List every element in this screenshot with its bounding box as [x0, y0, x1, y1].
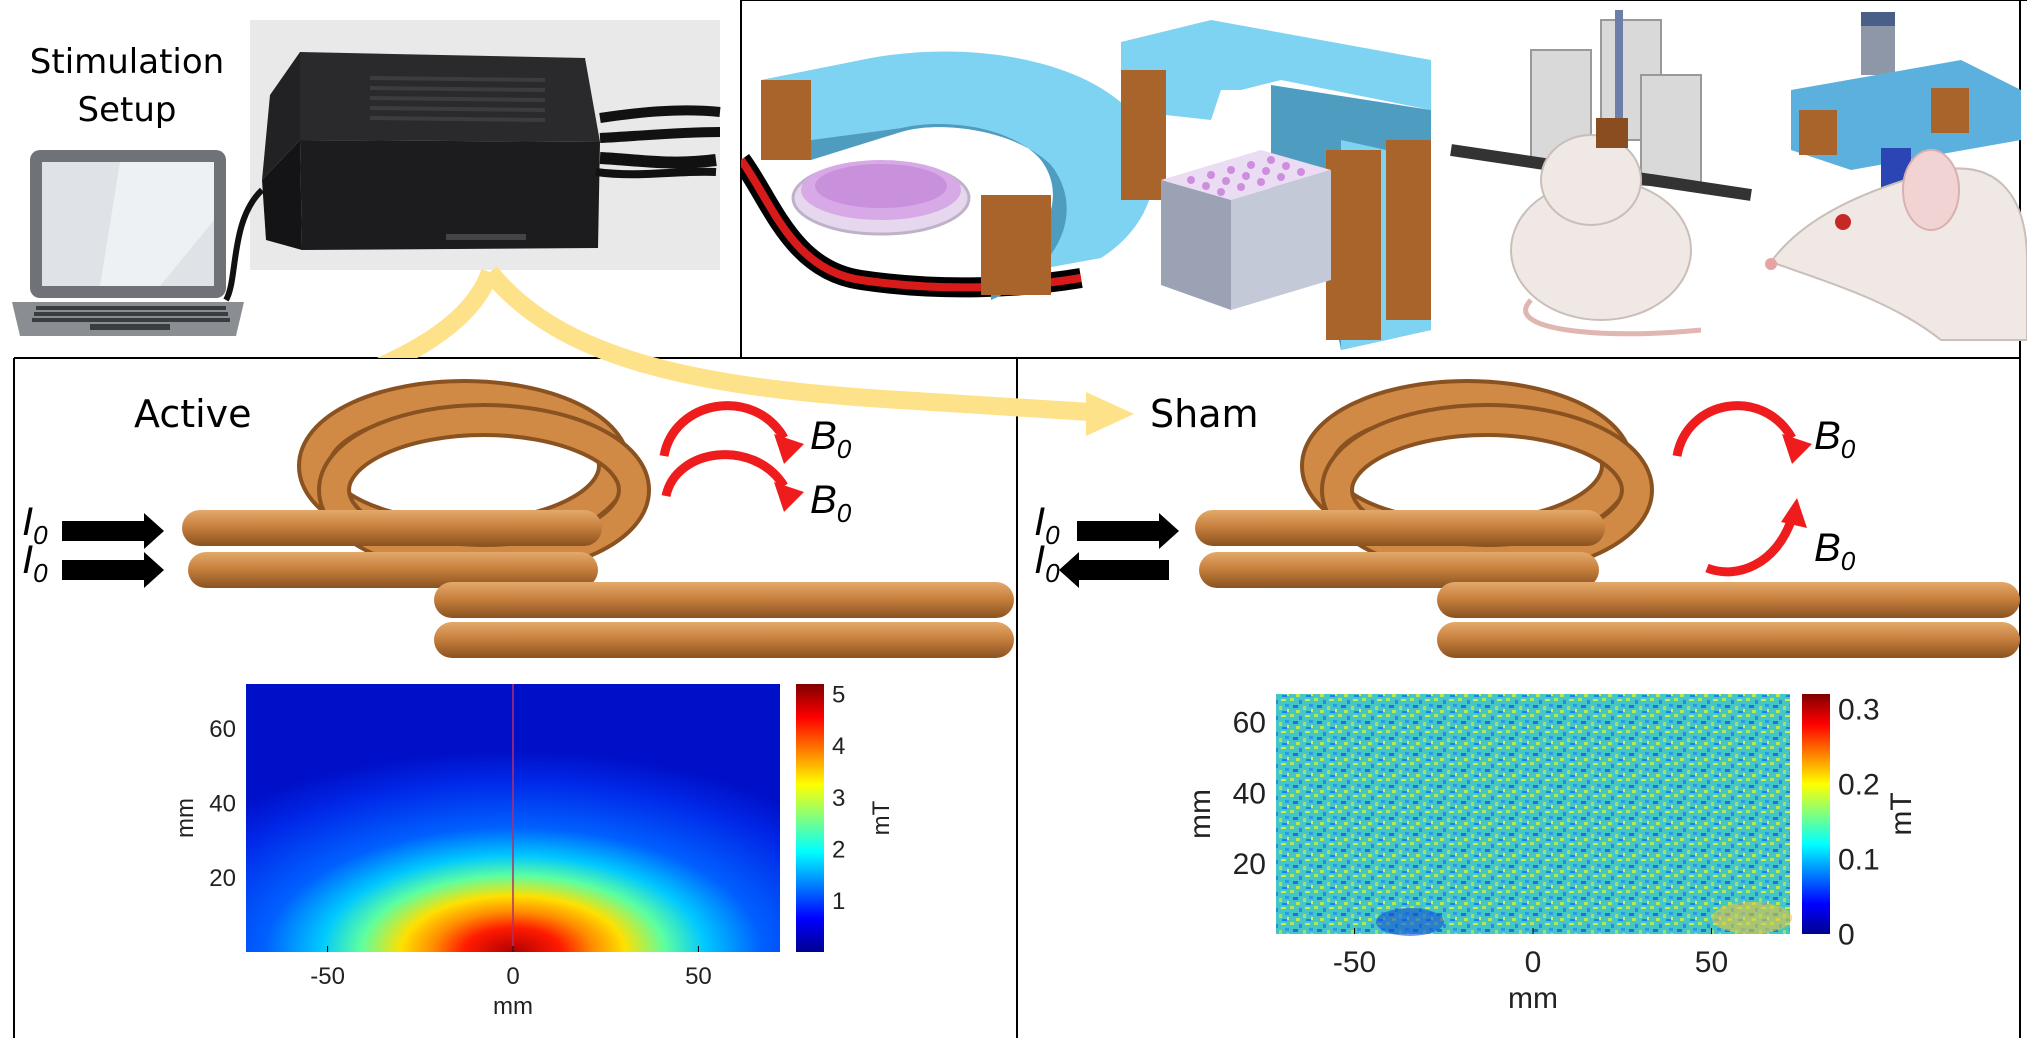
active-colorbar-tick: 1 [832, 888, 845, 915]
sham-coil-diagram [1059, 379, 2020, 658]
active-field-heatmap: -50 0 50 20 40 60 mm mm 1 2 3 4 5 mT [172, 682, 895, 1020]
active-colorbar [796, 684, 824, 952]
active-xtick-label: 50 [685, 963, 712, 990]
active-field-arrows [659, 401, 788, 498]
sham-current-label-1: I0 [1034, 500, 1060, 550]
sham-current-arrows [1059, 513, 1179, 588]
active-field-label-2: B0 [810, 478, 852, 528]
sham-xtick-label: 50 [1695, 946, 1728, 979]
active-label: Active [134, 392, 252, 436]
sham-ytick-label: 40 [1233, 777, 1266, 810]
sham-ytick-label: 60 [1233, 707, 1266, 740]
rat-head-coil-icon [1765, 12, 2027, 341]
rat-stereotaxic-icon [1450, 10, 1752, 337]
active-wire-1 [182, 510, 602, 546]
sham-colorbar-label: mT [1885, 792, 1918, 835]
active-ylabel: mm [172, 798, 199, 838]
active-ytick-label: 60 [209, 716, 236, 743]
sham-wire-2 [1199, 552, 1599, 588]
application-illustrations [741, 10, 2027, 350]
active-current-arrows [62, 513, 164, 588]
active-current-label-2: I0 [22, 538, 48, 588]
sham-colorbar-tick: 0.1 [1838, 844, 1880, 877]
laptop-icon [12, 150, 244, 336]
active-xtick-label: 0 [506, 963, 519, 990]
sham-ytick-label: 20 [1233, 848, 1266, 881]
active-wire-2 [188, 552, 598, 588]
setup-title-line1: Stimulation [29, 42, 225, 82]
active-colorbar-tick: 4 [832, 733, 845, 760]
active-ytick-label: 20 [209, 865, 236, 892]
well-plate-coil-icon [1121, 20, 1431, 350]
sham-field-label-2: B0 [1814, 526, 1856, 576]
active-colorbar-tick: 2 [832, 836, 845, 863]
sham-wire-4 [1437, 622, 2020, 658]
sham-label: Sham [1150, 392, 1259, 436]
active-current-label-1: I0 [22, 500, 48, 550]
active-colorbar-tick: 5 [832, 682, 845, 709]
sham-heatmap-image [1276, 694, 1790, 934]
active-xlabel: mm [493, 993, 533, 1020]
active-field-label-1: B0 [810, 414, 852, 464]
setup-title-line2: Setup [77, 90, 177, 130]
sham-field-arrows [1672, 401, 1797, 577]
setup-title: Stimulation Setup [18, 38, 236, 134]
sham-colorbar-tick: 0.3 [1838, 694, 1880, 727]
sham-xtick-label: -50 [1333, 946, 1376, 979]
sham-colorbar-tick: 0 [1838, 919, 1855, 952]
sham-wire-1 [1195, 510, 1605, 546]
active-colorbar-label: mT [868, 800, 895, 835]
sham-colorbar [1802, 694, 1830, 934]
active-wire-4 [434, 622, 1014, 658]
sham-current-label-2: I0 [1034, 538, 1060, 588]
stimulation-setup-illustration [12, 20, 721, 358]
dish-coil-icon [761, 51, 1155, 300]
sham-xlabel: mm [1508, 982, 1558, 1015]
active-xtick-label: -50 [310, 963, 345, 990]
sham-colorbar-tick: 0.2 [1838, 769, 1880, 802]
sham-field-label-1: B0 [1814, 414, 1856, 464]
active-wire-3 [434, 582, 1014, 618]
sham-wire-3 [1437, 582, 2020, 618]
sham-xtick-label: 0 [1525, 946, 1542, 979]
sham-ylabel: mm [1184, 789, 1217, 839]
active-colorbar-tick: 3 [832, 785, 845, 812]
yellow-split-arrows [376, 268, 499, 358]
stimulator-box-icon [262, 52, 600, 250]
active-ytick-label: 40 [209, 791, 236, 818]
active-coil-diagram [62, 379, 1014, 658]
